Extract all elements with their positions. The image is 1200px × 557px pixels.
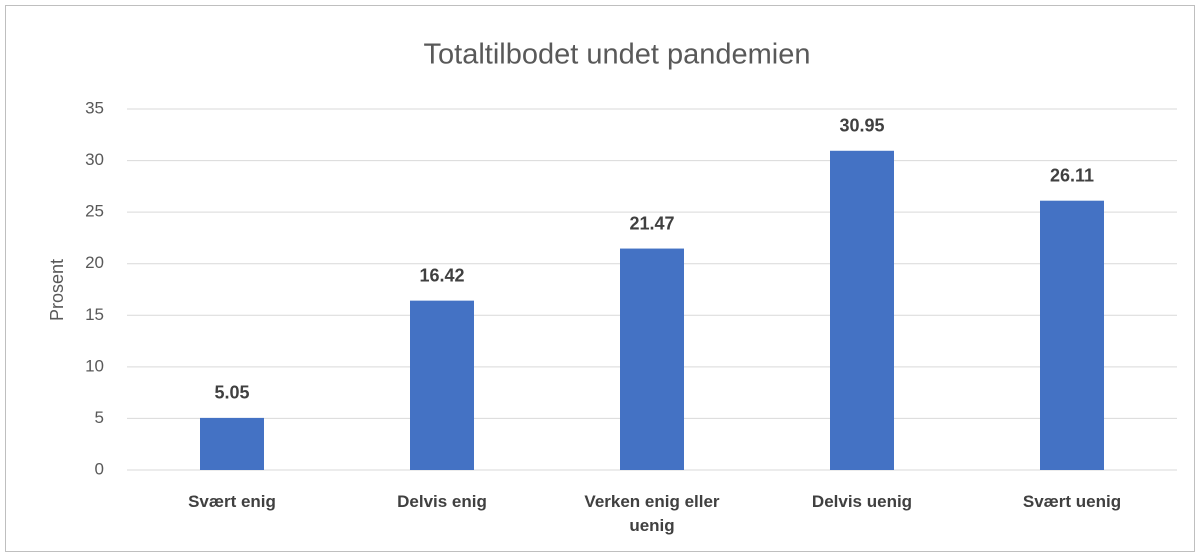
y-tick-label: 10 [85,356,104,375]
y-axis-label: Prosent [47,259,67,321]
bar [200,417,264,470]
bar [620,248,684,470]
x-tick-label: Delvis uenig [811,492,913,511]
y-tick-label: 15 [85,305,104,324]
y-tick-label: 30 [85,150,104,169]
y-tick-label: 5 [95,408,104,427]
y-tick-label: 20 [85,253,104,272]
x-tick-label: Verken enig eller uenig [584,492,720,535]
data-label: 16.42 [419,265,464,285]
data-label: 21.47 [629,213,674,233]
data-label: 26.11 [1050,165,1094,185]
x-tick-label: Delvis enig [397,492,487,511]
x-tick-label: Svært uenig [1022,492,1122,511]
y-tick-label: 0 [95,459,104,478]
bar [830,150,894,470]
data-label: 30.95 [839,116,884,136]
x-tick-label: Svært enig [188,492,276,511]
y-tick-label: 25 [85,202,104,221]
bar [1040,200,1104,470]
bar [410,300,474,470]
y-tick-label: 35 [85,98,104,117]
data-label: 5.05 [214,383,249,403]
chart-title: Totaltilbodet undet pandemien [424,39,811,71]
